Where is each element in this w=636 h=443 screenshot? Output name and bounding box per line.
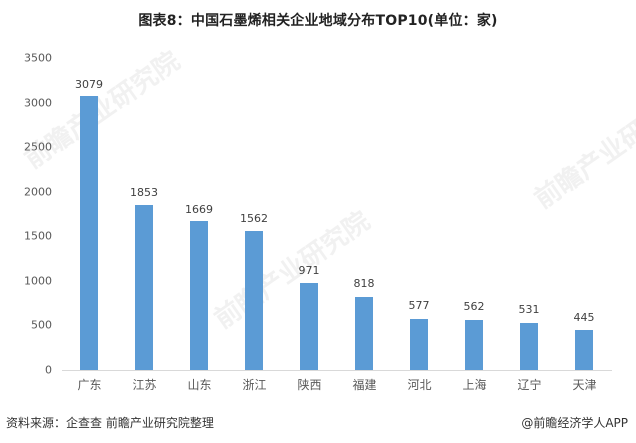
bar-shanghai	[465, 319, 483, 370]
bar-zhejiang	[245, 230, 263, 370]
data-label: 3079	[75, 78, 103, 91]
data-label: 818	[353, 277, 375, 290]
x-tick-label: 河北	[407, 378, 432, 392]
source-note: 资料来源：企查查 前瞻产业研究院整理	[6, 416, 214, 430]
y-tick: 1500	[24, 229, 52, 243]
data-label: 445	[573, 311, 595, 324]
y-tick: 2500	[24, 140, 52, 154]
x-tick-label: 广东	[77, 378, 102, 392]
x-tick-label: 浙江	[242, 378, 267, 392]
bar-guangdong	[80, 95, 98, 370]
bar-jiangsu	[135, 204, 153, 370]
y-tick: 500	[31, 318, 52, 332]
x-axis-line	[62, 370, 612, 371]
data-label: 971	[298, 264, 320, 277]
bar-tianjin	[575, 330, 593, 370]
x-tick-label: 江苏	[132, 378, 157, 392]
data-label: 1562	[240, 212, 268, 225]
data-label: 562	[463, 300, 485, 313]
bar-liaoning	[520, 322, 538, 370]
y-tick: 1000	[24, 274, 52, 288]
y-tick: 3500	[24, 51, 52, 65]
x-tick-label: 福建	[352, 378, 377, 392]
y-tick: 2000	[24, 185, 52, 199]
bar-fujian	[355, 297, 373, 370]
y-tick: 3000	[24, 96, 52, 110]
y-tick: 0	[45, 363, 52, 377]
x-tick-label: 陕西	[297, 378, 322, 392]
bar-shandong	[190, 221, 208, 370]
credit-note: @前瞻经济学人APP	[521, 416, 628, 430]
data-label: 1669	[185, 203, 213, 216]
chart-title: 图表8：中国石墨烯相关企业地域分布TOP10(单位：家)	[138, 13, 498, 29]
data-label: 577	[408, 299, 430, 312]
data-label: 1853	[130, 186, 158, 199]
x-tick-label: 山东	[187, 378, 212, 392]
x-tick-label: 上海	[462, 378, 487, 392]
data-label: 531	[518, 303, 540, 316]
plot-area: 3079 1853 1669 1562 971 818 577 562 531 …	[62, 58, 612, 370]
bar-hebei	[410, 318, 428, 370]
x-tick-label: 辽宁	[517, 378, 542, 392]
x-tick-label: 天津	[572, 378, 597, 392]
bar-shaanxi	[300, 283, 318, 370]
